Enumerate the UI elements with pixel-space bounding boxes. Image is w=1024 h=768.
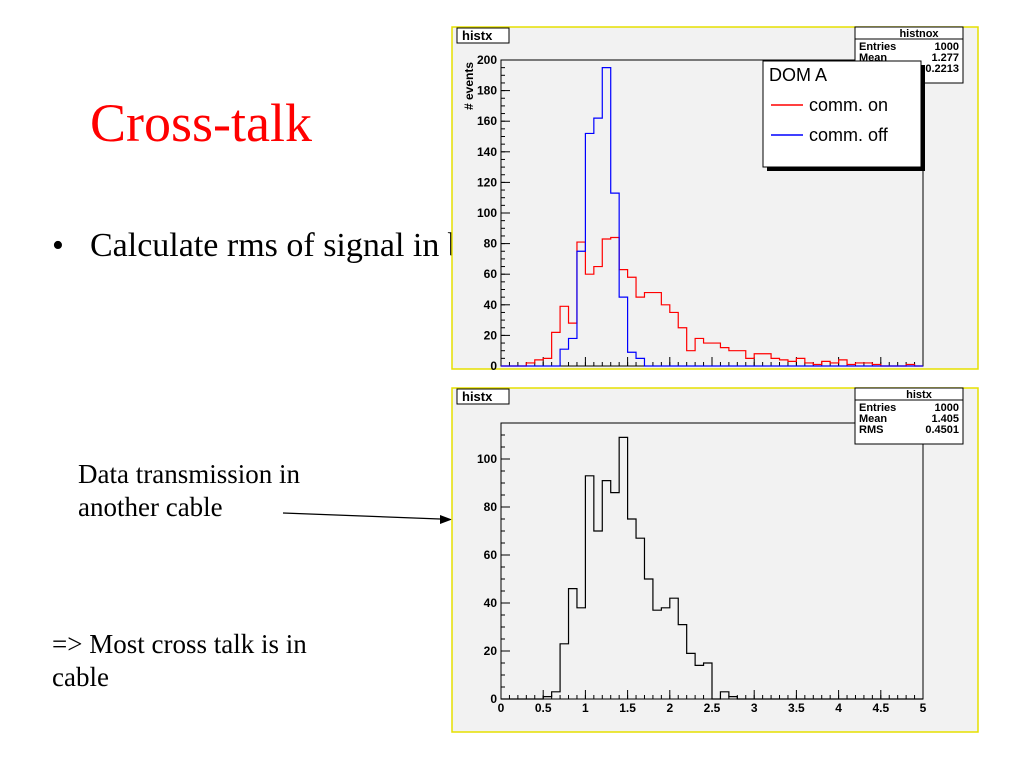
y-tick-label: 20 (484, 644, 498, 658)
y-tick-label: 180 (477, 84, 497, 98)
chart-title: histx (462, 28, 493, 43)
stats-row-value: 1000 (935, 402, 959, 414)
x-tick-label: 4.5 (872, 701, 889, 715)
data-transmission-note-line1: Data transmission in (78, 459, 300, 489)
y-tick-label: 0 (490, 692, 497, 706)
x-tick-label: 2 (666, 701, 673, 715)
x-tick-label: 3.5 (788, 701, 805, 715)
y-tick-label: 0 (490, 359, 497, 370)
legend-title: DOM A (769, 65, 827, 85)
legend-entry-label: comm. off (809, 125, 889, 145)
y-tick-label: 100 (477, 206, 497, 220)
x-tick-label: 0 (498, 368, 505, 370)
stats-row-value: 1000 (935, 41, 959, 53)
legend-box (762, 60, 922, 168)
x-tick-label: 1 (582, 368, 589, 370)
stats-row-label: Entries (859, 402, 896, 414)
stats-row-value: 1.405 (931, 413, 959, 425)
y-tick-label: 60 (484, 548, 498, 562)
x-tick-label: 0 (498, 701, 505, 715)
x-tick-label: 5 (920, 701, 927, 715)
stats-box: histx Entries 1000 Mean 1.405 RMS 0.4501 (854, 387, 964, 445)
x-tick-label: 0.5 (535, 368, 552, 370)
stats-row-label: RMS (859, 424, 883, 436)
y-tick-label: 80 (484, 500, 498, 514)
y-axis-title: # events (462, 62, 476, 110)
conclusion-note: => Most cross talk is in cable (52, 628, 307, 694)
stats-row-value: 0.4501 (925, 424, 959, 436)
plot-area (500, 422, 924, 700)
x-tick-label: 4.5 (872, 368, 889, 370)
x-tick-label: 2 (666, 368, 673, 370)
x-tick-label: 4 (835, 701, 842, 715)
y-tick-label: 20 (484, 328, 498, 342)
conclusion-note-line1: => Most cross talk is in (52, 629, 307, 659)
stats-box-title: histx (906, 389, 933, 401)
x-tick-label: 3 (751, 701, 758, 715)
x-tick-label: 3.5 (788, 368, 805, 370)
annotation-arrow-head (440, 515, 452, 524)
x-tick-label: 4 (835, 368, 842, 370)
chart-title-box (456, 27, 510, 44)
y-tick-label: 100 (477, 452, 497, 466)
stats-row-label: Entries (859, 41, 896, 53)
data-transmission-note: Data transmission in another cable (78, 458, 300, 524)
series-line-comm-off (501, 67, 923, 367)
legend-entry-label: comm. on (809, 95, 888, 115)
x-tick-label: 0.5 (535, 701, 552, 715)
data-transmission-note-line2: another cable (78, 492, 223, 522)
x-tick-label: 1 (582, 701, 589, 715)
annotation-arrow-line (282, 512, 441, 520)
chart-title: histx (462, 389, 493, 404)
y-tick-label: 80 (484, 237, 498, 251)
x-tick-label: 5 (920, 368, 927, 370)
y-tick-label: 160 (477, 114, 497, 128)
conclusion-note-line2: cable (52, 662, 109, 692)
histogram-chart-top: histx 0 20 40 60 80 100 120 140 160 180 200 0 0.5 1 1.5… (451, 26, 979, 370)
bullet-dot: • (52, 227, 64, 264)
stats-box-title: histnox (899, 28, 939, 40)
series-line-histx (501, 436, 923, 700)
x-tick-label: 2.5 (704, 701, 721, 715)
stats-row-value: 1.277 (931, 52, 959, 64)
stats-row-value: 0.2213 (925, 63, 959, 75)
chart-title-box (456, 388, 510, 405)
stats-row-label: Mean (859, 413, 887, 425)
y-tick-label: 140 (477, 145, 497, 159)
y-tick-label: 200 (477, 53, 497, 67)
y-tick-label: 40 (484, 596, 498, 610)
x-tick-label: 1.5 (619, 701, 636, 715)
stats-box-frame (854, 387, 964, 445)
y-tick-label: 120 (477, 175, 497, 189)
x-tick-label: 3 (751, 368, 758, 370)
x-tick-label: 2.5 (704, 368, 721, 370)
x-tick-label: 1.5 (619, 368, 636, 370)
y-tick-label: 60 (484, 267, 498, 281)
y-tick-label: 40 (484, 298, 498, 312)
slide-title: Cross-talk (90, 93, 312, 153)
